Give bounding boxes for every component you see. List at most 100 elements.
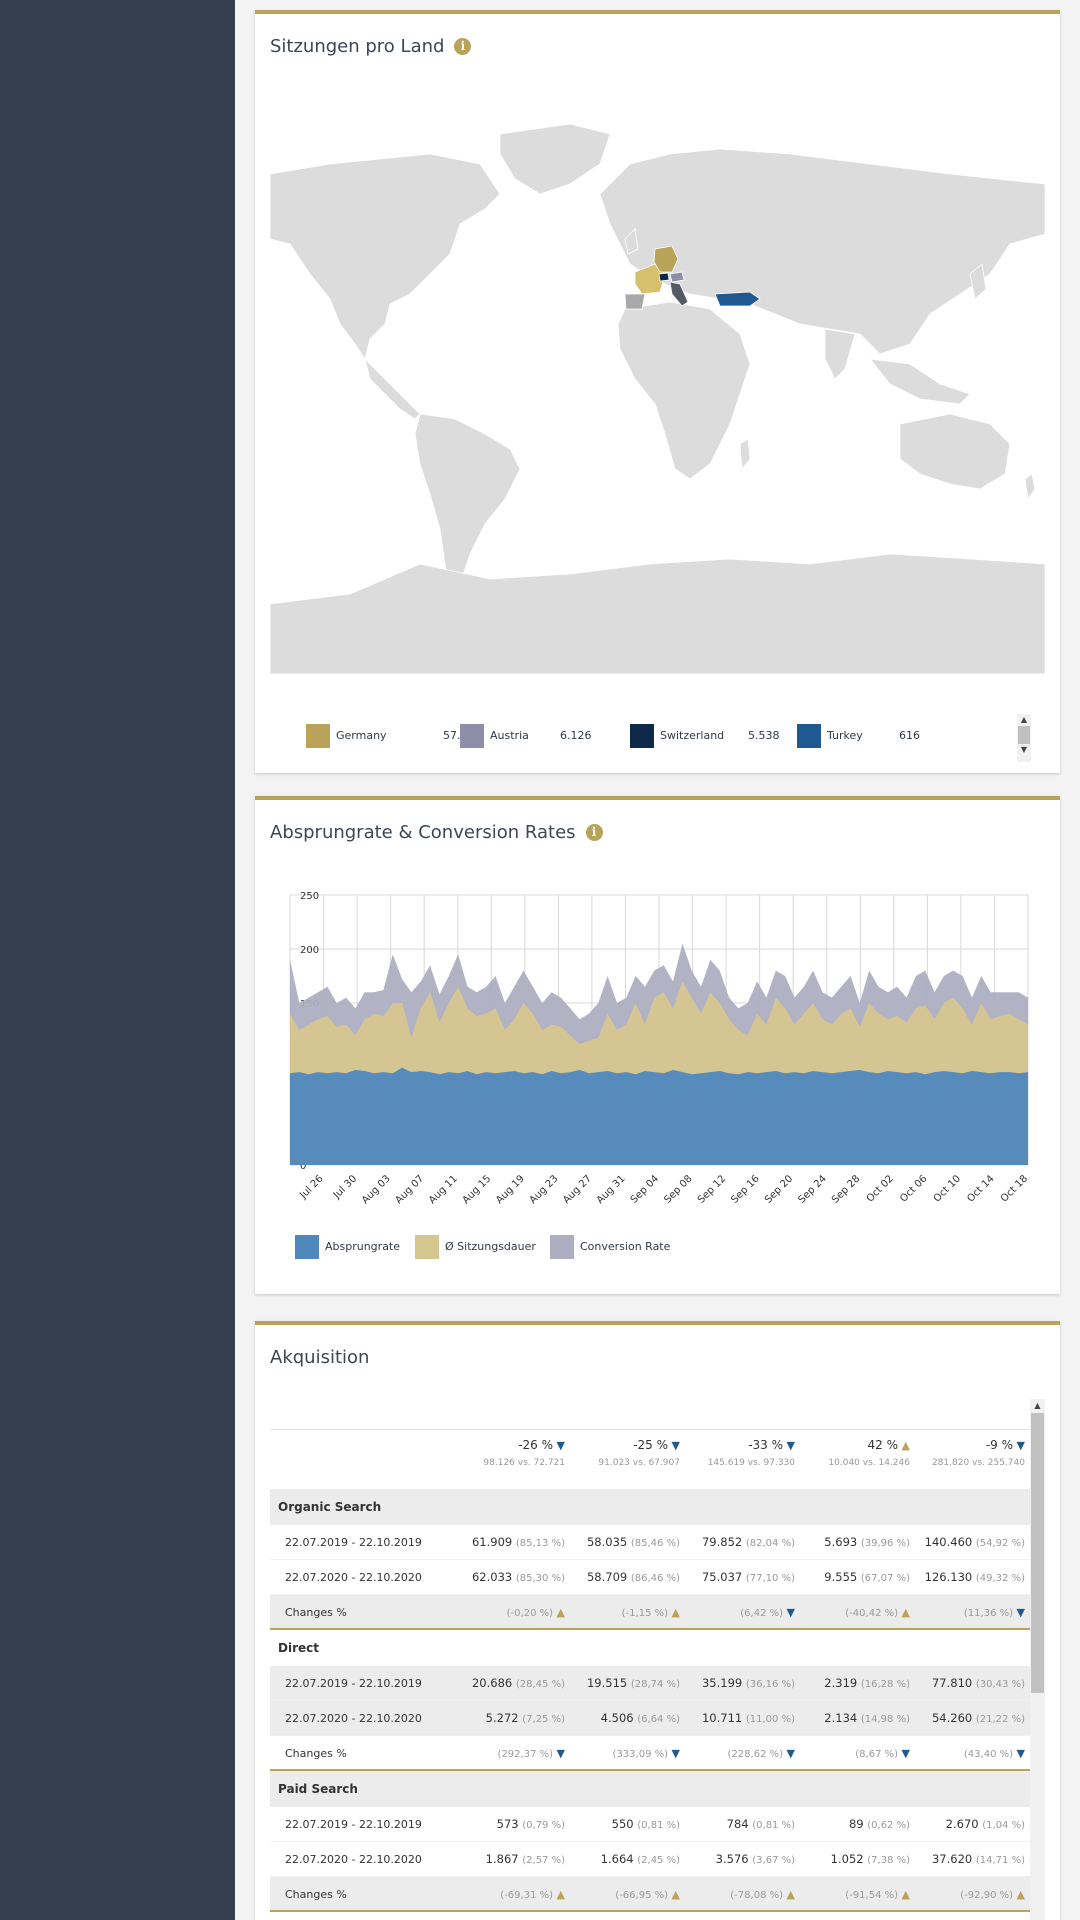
cell-value: 550 xyxy=(611,1817,638,1831)
cell-share: (6,64 %) xyxy=(637,1714,680,1725)
header-comparison: 10.040 vs. 14.246 xyxy=(828,1458,910,1468)
changes-row: Changes % (-69,31 %) ▲ (-66,95 %) ▲ (-78,08… xyxy=(270,1877,1030,1912)
cell-share: (86,46 %) xyxy=(630,1573,680,1584)
legend-swatch xyxy=(797,724,821,748)
cell-value: 20.686 xyxy=(471,1676,516,1690)
cell-value: 77.810 xyxy=(931,1676,976,1690)
legend-country: Turkey xyxy=(827,729,863,742)
map-southeast-asia xyxy=(869,358,971,405)
x-tick-label: Oct 10 xyxy=(932,1173,963,1204)
table-row[interactable]: 22.07.2020 - 22.10.2020 5.272 (7,25 %) 4.5… xyxy=(270,1701,1030,1736)
scroll-thumb[interactable] xyxy=(1018,726,1030,744)
scroll-up-icon[interactable]: ▲ xyxy=(1020,715,1028,724)
info-icon[interactable]: i xyxy=(585,824,603,841)
cell-share: (85,30 %) xyxy=(515,1573,565,1584)
series-area-absprungrate xyxy=(290,1067,1028,1165)
cell-value: 140.460 xyxy=(924,1535,976,1549)
table-cell: 5.272 (7,25 %) xyxy=(450,1701,565,1737)
header-cell: 42 % ▲ 10.040 vs. 14.246 xyxy=(795,1438,910,1468)
legend-swatch xyxy=(460,724,484,748)
header-percent: 42 % xyxy=(867,1438,899,1452)
change-value: (6,42 %) xyxy=(740,1608,784,1619)
header-percent: -26 % xyxy=(518,1438,554,1452)
table-row[interactable]: 22.07.2019 - 22.10.2019 573 (0,79 %) 550 (… xyxy=(270,1807,1030,1842)
cell-share: (0,81 %) xyxy=(637,1820,680,1831)
table-row[interactable]: 22.07.2019 - 22.10.2019 61.909 (85,13 %) 5… xyxy=(270,1525,1030,1560)
header-cell: -26 % ▼ 98.126 vs. 72.721 xyxy=(450,1438,565,1468)
x-tick-label: Aug 11 xyxy=(427,1173,460,1206)
changes-row: Changes % (292,37 %) ▼ (333,09 %) ▼ (228,62… xyxy=(270,1736,1030,1771)
world-map[interactable] xyxy=(270,124,1045,674)
table-cell: 54.260 (21,22 %) xyxy=(910,1701,1025,1737)
table-row[interactable]: 22.07.2019 - 22.10.2019 20.686 (28,45 %) 1… xyxy=(270,1666,1030,1701)
x-tick-label: Aug 03 xyxy=(360,1173,393,1206)
table-cell: 77.810 (30,43 %) xyxy=(910,1666,1025,1702)
change-cell: (292,37 %) ▼ xyxy=(450,1736,565,1772)
acquisition-card: Akquisition -26 % ▼ 98.126 vs. 72.721 -25 … xyxy=(255,1321,1060,1920)
x-tick-label: Sep 08 xyxy=(662,1173,694,1205)
table-cell: 58.035 (85,46 %) xyxy=(565,1525,680,1561)
change-value: (228,62 %) xyxy=(727,1749,784,1760)
map-australia xyxy=(899,413,1011,490)
change-cell: (-66,95 %) ▲ xyxy=(565,1877,680,1913)
table-cell: 140.460 (54,92 %) xyxy=(910,1525,1025,1561)
cell-value: 89 xyxy=(848,1817,868,1831)
x-tick-label: Sep 20 xyxy=(763,1173,795,1205)
triangle-up-icon: ▲ xyxy=(553,1606,565,1619)
legend-swatch xyxy=(550,1235,574,1259)
x-tick-label: Oct 14 xyxy=(965,1173,996,1204)
x-tick-label: Aug 07 xyxy=(393,1173,426,1206)
cell-share: (67,07 %) xyxy=(860,1573,910,1584)
table-cell: 79.852 (82,04 %) xyxy=(680,1525,795,1561)
cell-value: 573 xyxy=(496,1817,523,1831)
change-cell: (-91,54 %) ▲ xyxy=(795,1877,910,1913)
triangle-down-icon: ▼ xyxy=(783,1747,795,1760)
card-title-text: Absprungrate & Conversion Rates xyxy=(270,822,576,843)
card-title: Akquisition xyxy=(270,1347,370,1368)
info-icon[interactable]: i xyxy=(454,38,472,55)
y-tick-label: 0 xyxy=(300,1161,306,1172)
cell-share: (16,28 %) xyxy=(860,1679,910,1690)
cell-value: 1.052 xyxy=(830,1852,868,1866)
cell-share: (2,57 %) xyxy=(522,1855,565,1866)
table-cell: 4.506 (6,64 %) xyxy=(565,1701,680,1737)
table-cell: 573 (0,79 %) xyxy=(450,1807,565,1843)
cell-value: 10.711 xyxy=(701,1711,746,1725)
triangle-up-icon: ▲ xyxy=(898,1888,910,1901)
table-row[interactable]: 22.07.2020 - 22.10.2020 62.033 (85,30 %) 5… xyxy=(270,1560,1030,1595)
cell-value: 5.272 xyxy=(485,1711,523,1725)
triangle-up-icon: ▲ xyxy=(668,1888,680,1901)
triangle-down-icon: ▼ xyxy=(898,1747,910,1760)
change-value: (-0,20 %) xyxy=(506,1608,554,1619)
table-cell: 3.576 (3,67 %) xyxy=(680,1842,795,1878)
table-cell: 9.555 (67,07 %) xyxy=(795,1560,910,1596)
table-scrollbar[interactable]: ▲ xyxy=(1030,1399,1045,1920)
table-cell: 10.711 (11,00 %) xyxy=(680,1701,795,1737)
legend-scrollbar[interactable]: ▲ ▼ xyxy=(1017,714,1031,762)
cell-share: (85,46 %) xyxy=(630,1538,680,1549)
map-greenland xyxy=(499,124,611,195)
row-label: 22.07.2019 - 22.10.2019 xyxy=(285,1677,422,1690)
row-label: 22.07.2020 - 22.10.2020 xyxy=(285,1712,422,1725)
cell-value: 79.852 xyxy=(701,1535,746,1549)
scroll-thumb[interactable] xyxy=(1031,1413,1044,1693)
header-cell: -33 % ▼ 145.619 vs. 97.330 xyxy=(680,1438,795,1468)
group-header: Direct xyxy=(270,1630,1030,1666)
change-value: (-91,54 %) xyxy=(845,1890,899,1901)
x-tick-label: Aug 23 xyxy=(528,1173,561,1206)
legend-country: Austria xyxy=(490,729,529,742)
cell-value: 19.515 xyxy=(586,1676,631,1690)
scroll-down-icon[interactable]: ▼ xyxy=(1020,745,1028,754)
x-tick-label: Jul 26 xyxy=(297,1173,325,1201)
x-tick-label: Sep 12 xyxy=(696,1173,728,1205)
cell-share: (39,96 %) xyxy=(860,1538,910,1549)
table-row[interactable]: 22.07.2020 - 22.10.2020 1.867 (2,57 %) 1.6… xyxy=(270,1842,1030,1877)
scroll-up-icon[interactable]: ▲ xyxy=(1034,1401,1041,1410)
table-cell: 1.664 (2,45 %) xyxy=(565,1842,680,1878)
change-cell: (-0,20 %) ▲ xyxy=(450,1595,565,1631)
row-label: Changes % xyxy=(285,1747,347,1760)
change-cell: (-69,31 %) ▲ xyxy=(450,1877,565,1913)
cell-share: (77,10 %) xyxy=(745,1573,795,1584)
change-cell: (11,36 %) ▼ xyxy=(910,1595,1025,1631)
